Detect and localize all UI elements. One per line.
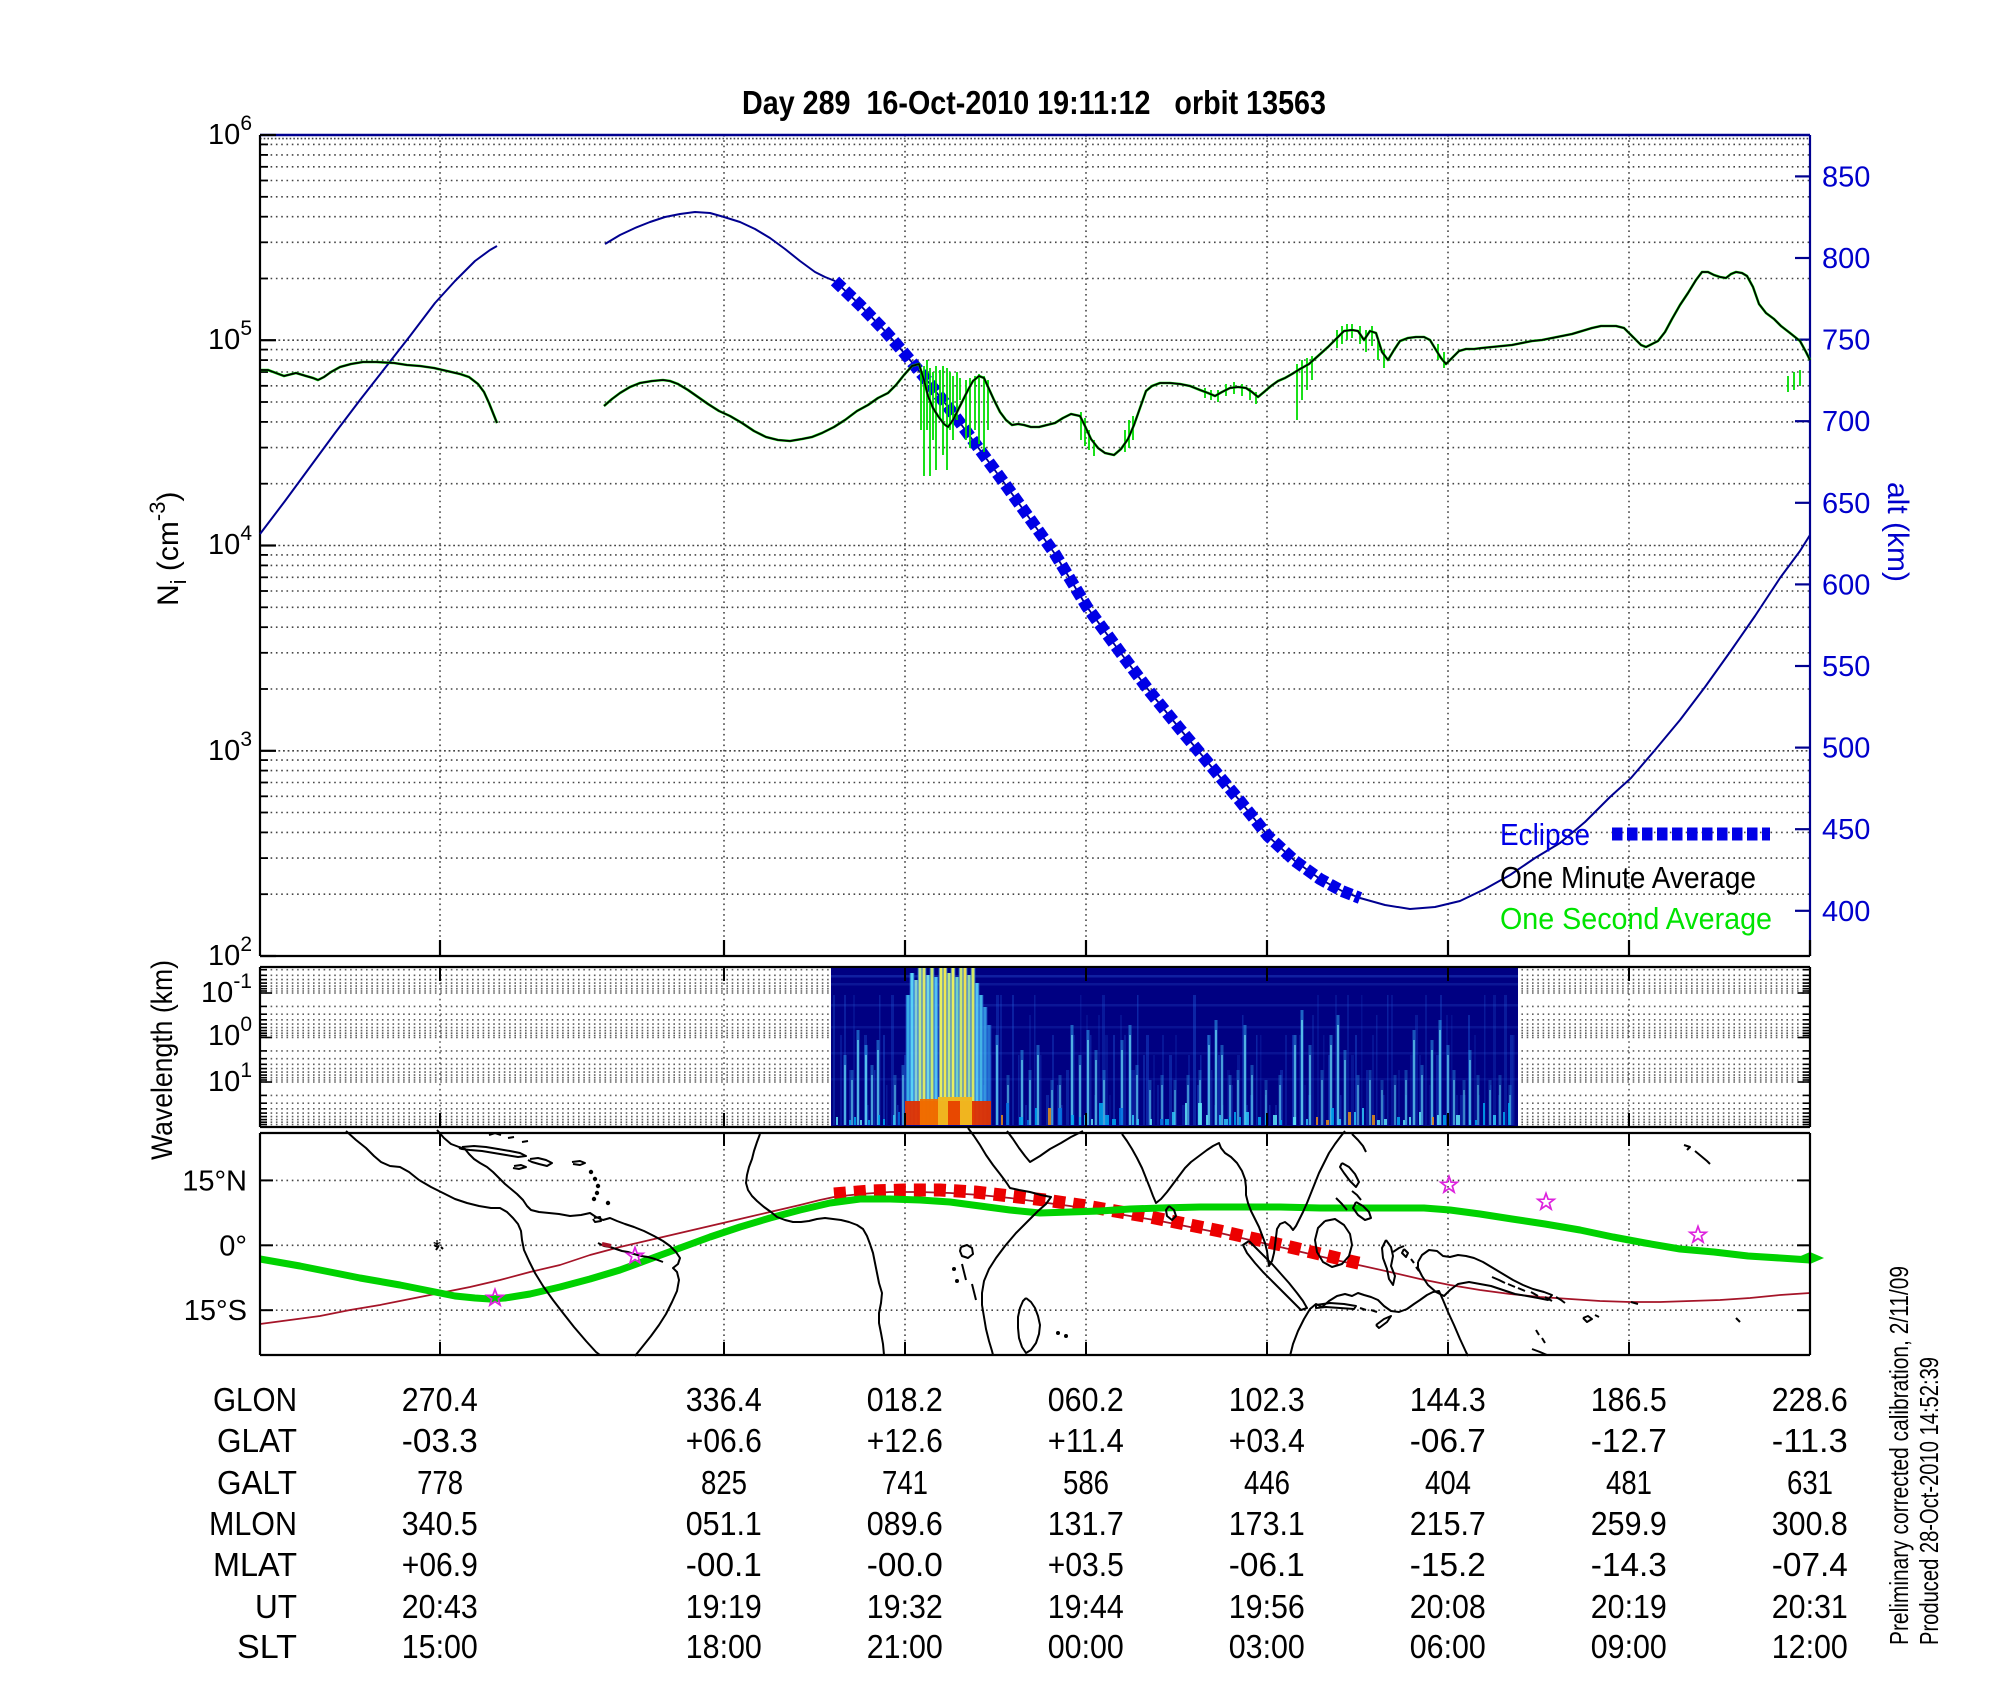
svg-text:800: 800 (1822, 243, 1870, 275)
svg-text:MLON: MLON (209, 1505, 297, 1542)
svg-text:12:00: 12:00 (1772, 1628, 1848, 1665)
svg-text:102.3: 102.3 (1229, 1381, 1305, 1418)
svg-text:GLON: GLON (213, 1381, 297, 1418)
svg-text:-06.7: -06.7 (1410, 1422, 1486, 1459)
svg-text:Produced 28-Oct-2010 14:52:39: Produced 28-Oct-2010 14:52:39 (1914, 1357, 1944, 1645)
svg-text:UT: UT (255, 1588, 297, 1625)
svg-text:-00.0: -00.0 (867, 1546, 943, 1583)
svg-text:19:44: 19:44 (1048, 1588, 1124, 1625)
svg-text:00:00: 00:00 (1048, 1628, 1124, 1665)
svg-text:One Second Average: One Second Average (1500, 901, 1772, 936)
svg-text:SLT: SLT (237, 1628, 297, 1665)
svg-text:051.1: 051.1 (686, 1505, 762, 1542)
svg-text:06:00: 06:00 (1410, 1628, 1486, 1665)
svg-text:186.5: 186.5 (1591, 1381, 1667, 1418)
svg-text:MLAT: MLAT (213, 1546, 297, 1583)
svg-text:-03.3: -03.3 (402, 1422, 478, 1459)
svg-text:144.3: 144.3 (1410, 1381, 1486, 1418)
svg-text:0°: 0° (219, 1230, 247, 1262)
svg-text:400: 400 (1822, 896, 1870, 928)
svg-text:259.9: 259.9 (1591, 1505, 1667, 1542)
svg-text:550: 550 (1822, 651, 1870, 683)
svg-text:-15.2: -15.2 (1410, 1546, 1486, 1583)
svg-text:650: 650 (1822, 488, 1870, 520)
svg-text:631: 631 (1787, 1464, 1833, 1501)
svg-text:21:00: 21:00 (867, 1628, 943, 1665)
svg-text:-12.7: -12.7 (1591, 1422, 1667, 1459)
svg-text:450: 450 (1822, 814, 1870, 846)
svg-text:03:00: 03:00 (1229, 1628, 1305, 1665)
svg-text:+06.9: +06.9 (402, 1546, 478, 1583)
svg-text:+03.5: +03.5 (1048, 1546, 1124, 1583)
svg-text:alt (km): alt (km) (1881, 482, 1914, 582)
svg-text:778: 778 (417, 1464, 463, 1501)
svg-text:Eclipse: Eclipse (1500, 817, 1590, 852)
svg-text:18:00: 18:00 (686, 1628, 762, 1665)
svg-text:500: 500 (1822, 733, 1870, 765)
svg-text:-07.4: -07.4 (1772, 1546, 1848, 1583)
svg-text:20:43: 20:43 (402, 1588, 478, 1625)
svg-text:+11.4: +11.4 (1048, 1422, 1124, 1459)
svg-text:336.4: 336.4 (686, 1381, 762, 1418)
svg-text:Day 289 16-Oct-2010 19:11:12: Day 289 16-Oct-2010 19:11:12 orbit 13563 (742, 84, 1326, 121)
svg-text:19:19: 19:19 (686, 1588, 762, 1625)
svg-text:*: * (433, 1237, 441, 1259)
svg-text:09:00: 09:00 (1591, 1628, 1667, 1665)
svg-text:600: 600 (1822, 569, 1870, 601)
svg-text:825: 825 (701, 1464, 747, 1501)
svg-text:20:31: 20:31 (1772, 1588, 1848, 1625)
svg-text:One Minute Average: One Minute Average (1500, 860, 1756, 895)
svg-text:481: 481 (1606, 1464, 1652, 1501)
svg-text:340.5: 340.5 (402, 1505, 478, 1542)
svg-text:+03.4: +03.4 (1229, 1422, 1305, 1459)
svg-text:270.4: 270.4 (402, 1381, 478, 1418)
svg-text:20:08: 20:08 (1410, 1588, 1486, 1625)
svg-text:404: 404 (1425, 1464, 1471, 1501)
svg-text:586: 586 (1063, 1464, 1109, 1501)
svg-text:19:56: 19:56 (1229, 1588, 1305, 1625)
svg-text:+12.6: +12.6 (867, 1422, 943, 1459)
svg-text:089.6: 089.6 (867, 1505, 943, 1542)
svg-text:15:00: 15:00 (402, 1628, 478, 1665)
svg-text:15°N: 15°N (182, 1165, 247, 1197)
svg-text:228.6: 228.6 (1772, 1381, 1848, 1418)
svg-text:GALT: GALT (217, 1464, 297, 1501)
svg-text:131.7: 131.7 (1048, 1505, 1124, 1542)
svg-text:750: 750 (1822, 325, 1870, 357)
svg-text:-00.1: -00.1 (686, 1546, 762, 1583)
svg-text:19:32: 19:32 (867, 1588, 943, 1625)
svg-text:018.2: 018.2 (867, 1381, 943, 1418)
svg-text:700: 700 (1822, 406, 1870, 438)
svg-text:GLAT: GLAT (217, 1422, 297, 1459)
svg-text:15°S: 15°S (184, 1295, 247, 1327)
svg-text:173.1: 173.1 (1229, 1505, 1305, 1542)
svg-text:-14.3: -14.3 (1591, 1546, 1667, 1583)
svg-text:215.7: 215.7 (1410, 1505, 1486, 1542)
svg-text:060.2: 060.2 (1048, 1381, 1124, 1418)
svg-text:Preliminary corrected calibrat: Preliminary corrected calibration, 2/11/… (1884, 1266, 1914, 1645)
svg-text:Wavelength (km): Wavelength (km) (146, 960, 179, 1160)
svg-text:850: 850 (1822, 161, 1870, 193)
svg-text:-06.1: -06.1 (1229, 1546, 1305, 1583)
svg-text:446: 446 (1244, 1464, 1290, 1501)
svg-text:20:19: 20:19 (1591, 1588, 1667, 1625)
svg-text:+06.6: +06.6 (686, 1422, 762, 1459)
svg-text:-11.3: -11.3 (1772, 1422, 1848, 1459)
svg-text:741: 741 (882, 1464, 928, 1501)
svg-text:300.8: 300.8 (1772, 1505, 1848, 1542)
